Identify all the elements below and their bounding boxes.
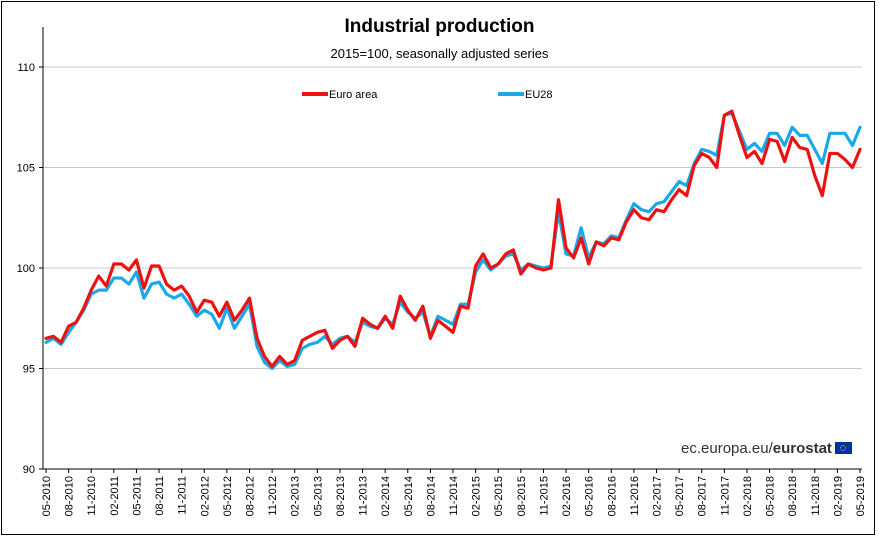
x-tick-label-08-2011: 08-2011 (154, 476, 166, 516)
eu-flag-icon (834, 442, 852, 454)
x-tick-label-11-2012: 11-2012 (267, 476, 279, 516)
x-tick-label-11-2016: 11-2016 (629, 476, 641, 516)
x-tick-label-08-2013: 08-2013 (335, 476, 347, 516)
x-tick-label-02-2013: 02-2013 (290, 476, 302, 516)
x-tick-label-05-2013: 05-2013 (312, 476, 324, 516)
x-tick-label-08-2017: 08-2017 (697, 476, 709, 516)
x-tick-label-02-2016: 02-2016 (561, 476, 573, 516)
y-tick-label-90: 90 (23, 464, 35, 476)
y-tick-label-100: 100 (17, 263, 35, 275)
x-tick-label-05-2011: 05-2011 (131, 476, 143, 516)
x-tick-label-08-2014: 08-2014 (425, 476, 437, 516)
x-tick-label-02-2015: 02-2015 (471, 476, 483, 516)
x-tick-label-05-2016: 05-2016 (584, 476, 596, 516)
x-tick-label-02-2019: 02-2019 (832, 476, 844, 516)
x-tick-label-11-2013: 11-2013 (358, 476, 370, 516)
x-tick-label-11-2018: 11-2018 (810, 476, 822, 516)
x-tick-label-05-2015: 05-2015 (493, 476, 505, 516)
series-line-euro-area (44, 109, 862, 369)
x-tick-label-08-2018: 08-2018 (787, 476, 799, 516)
x-tick-label-05-2017: 05-2017 (674, 476, 686, 516)
x-tick-label-08-2016: 08-2016 (606, 476, 618, 516)
x-tick-label-02-2011: 02-2011 (109, 476, 121, 516)
x-tick-label-05-2014: 05-2014 (403, 476, 415, 516)
y-tick-label-105: 105 (17, 163, 35, 175)
x-tick-label-08-2010: 08-2010 (64, 476, 76, 516)
x-tick-label-02-2014: 02-2014 (380, 476, 392, 516)
x-tick-label-05-2012: 05-2012 (222, 476, 234, 516)
chart-title: Industrial production (344, 16, 535, 37)
x-tick-label-11-2011: 11-2011 (177, 476, 189, 515)
x-tick-label-11-2017: 11-2017 (719, 476, 731, 516)
y-tick-label-95: 95 (23, 364, 35, 376)
y-tick-label-110: 110 (17, 62, 35, 74)
x-tick-label-11-2010: 11-2010 (86, 476, 98, 516)
x-tick-label-05-2010: 05-2010 (41, 476, 53, 516)
legend-label-eu28: EU28 (525, 89, 553, 101)
x-tick-label-05-2018: 05-2018 (765, 476, 777, 516)
eurostat-watermark: ec.europa.eu/eurostat (681, 440, 852, 457)
watermark-prefix: ec.europa.eu/ (681, 440, 773, 457)
x-tick-label-05-2019: 05-2019 (855, 476, 867, 516)
x-tick-label-08-2012: 08-2012 (245, 476, 257, 516)
x-tick-label-02-2012: 02-2012 (199, 476, 211, 516)
watermark-brand: eurostat (772, 440, 832, 457)
x-tick-label-08-2015: 08-2015 (516, 476, 528, 516)
chart-subtitle: 2015=100, seasonally adjusted series (330, 46, 549, 61)
x-tick-label-02-2017: 02-2017 (652, 476, 664, 516)
x-tick-label-11-2015: 11-2015 (538, 476, 550, 516)
x-tick-label-02-2018: 02-2018 (742, 476, 754, 516)
x-tick-label-11-2014: 11-2014 (448, 476, 460, 516)
legend-label-euro-area: Euro area (329, 89, 378, 101)
